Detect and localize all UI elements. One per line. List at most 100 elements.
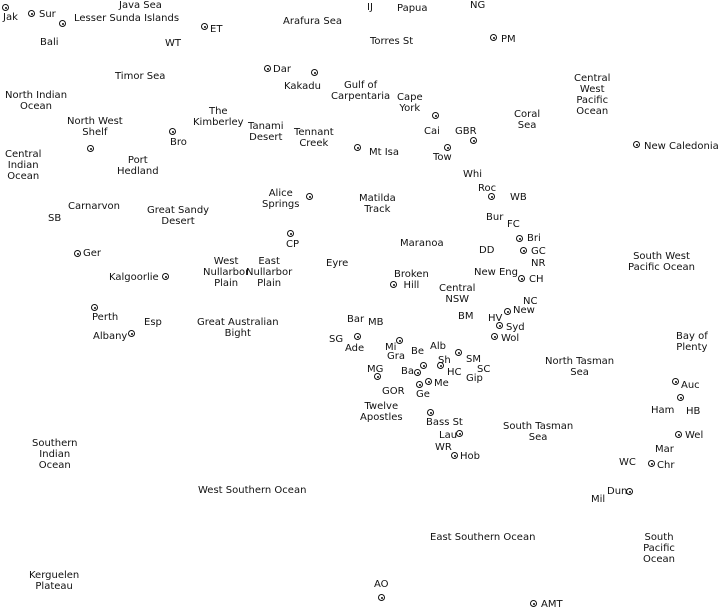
label-hb: HB: [686, 406, 701, 417]
label-kalgoorlie: Kalgoorlie: [109, 272, 159, 283]
marker-wol[interactable]: [491, 333, 498, 340]
label-sc: SC: [477, 364, 491, 375]
marker-syd[interactable]: [496, 322, 503, 329]
label-nr: NR: [531, 258, 546, 269]
marker-pm[interactable]: [490, 34, 497, 41]
label-east-southern-ocean: East Southern Ocean: [430, 532, 536, 543]
marker-mt-isa[interactable]: [354, 144, 361, 151]
marker-dar[interactable]: [264, 65, 271, 72]
marker-tow[interactable]: [444, 144, 451, 151]
label-dun: Dun: [607, 486, 628, 497]
marker-kakadu[interactable]: [311, 69, 318, 76]
label-new: New: [513, 305, 535, 316]
label-mar: Mar: [655, 444, 674, 455]
label-bri: Bri: [527, 233, 541, 244]
marker-sur[interactable]: [28, 10, 35, 17]
label-twelve-apostles: Twelve Apostles: [360, 401, 403, 423]
label-sb: SB: [48, 213, 62, 224]
marker-central-indian-ocean[interactable]: [87, 145, 94, 152]
marker-mi[interactable]: [396, 337, 403, 344]
marker-bro[interactable]: [169, 128, 176, 135]
label-west-nullarbor-plain: West Nullarbor Plain: [203, 256, 250, 289]
label-bali: Bali: [40, 37, 59, 48]
label-timor-sea: Timor Sea: [115, 71, 166, 82]
marker-amt[interactable]: [530, 600, 537, 607]
marker-lesser-sunda-islands[interactable]: [59, 20, 66, 27]
label-jak: Jak: [3, 12, 18, 23]
marker-et[interactable]: [201, 23, 208, 30]
label-ade: Ade: [345, 343, 365, 354]
marker-sh[interactable]: [437, 362, 444, 369]
marker-alice-springs[interactable]: [306, 193, 313, 200]
label-southern-indian-ocean: Southern Indian Ocean: [32, 438, 78, 471]
marker-ba[interactable]: [420, 362, 427, 369]
marker-ade[interactable]: [354, 333, 361, 340]
marker-new[interactable]: [504, 308, 511, 315]
label-broken-hill: Broken Hill: [394, 269, 429, 291]
label-coral-sea: Coral Sea: [514, 109, 541, 131]
marker-perth[interactable]: [91, 304, 98, 311]
marker-gc[interactable]: [520, 247, 527, 254]
marker-broken-hill[interactable]: [390, 281, 397, 288]
label-amt: AMT: [541, 599, 563, 610]
marker-dun[interactable]: [626, 488, 633, 495]
marker-jak[interactable]: [2, 4, 9, 11]
label-bar: Bar: [347, 314, 365, 325]
label-ng: NG: [470, 0, 486, 11]
label-gor: GOR: [382, 386, 405, 397]
label-mb: MB: [368, 317, 384, 328]
marker-ch[interactable]: [518, 275, 525, 282]
label-perth: Perth: [92, 312, 119, 323]
marker-new-caledonia[interactable]: [633, 141, 640, 148]
marker-wb[interactable]: [488, 193, 495, 200]
label-matilda-track: Matilda Track: [359, 193, 396, 215]
marker-cp[interactable]: [287, 230, 294, 237]
label-pm: PM: [501, 34, 516, 45]
marker-me[interactable]: [425, 378, 432, 385]
label-mil: Mil: [591, 494, 606, 505]
label-carnarvon: Carnarvon: [68, 201, 120, 212]
label-gip: Gip: [466, 373, 483, 384]
marker-ao[interactable]: [378, 594, 385, 601]
label-ch: CH: [529, 274, 544, 285]
marker-kalgoorlie[interactable]: [162, 273, 169, 280]
label-wc: WC: [619, 457, 636, 468]
label-gc: GC: [531, 246, 546, 257]
marker-ge[interactable]: [416, 381, 423, 388]
label-great-sandy-desert: Great Sandy Desert: [147, 205, 210, 227]
label-ij: IJ: [367, 2, 373, 13]
label-hob: Hob: [460, 451, 480, 462]
label-sm: SM: [466, 354, 481, 365]
label-ao: AO: [374, 579, 389, 590]
marker-wel[interactable]: [675, 431, 682, 438]
label-chr: Chr: [657, 460, 675, 471]
label-syd: Syd: [506, 322, 525, 333]
label-ham: Ham: [651, 405, 675, 416]
label-port-hedland: Port Hedland: [117, 155, 159, 177]
label-the-kimberley: The Kimberley: [193, 106, 244, 128]
label-wt: WT: [165, 38, 181, 49]
marker-gor[interactable]: [414, 369, 421, 376]
label-cai: Cai: [424, 126, 440, 137]
label-ger: Ger: [83, 248, 102, 259]
label-bur: Bur: [486, 212, 504, 223]
label-bass-st: Bass St: [426, 417, 463, 428]
marker-bass-st[interactable]: [427, 409, 434, 416]
marker-auc[interactable]: [672, 378, 679, 385]
marker-hob[interactable]: [451, 452, 458, 459]
marker-cai[interactable]: [432, 112, 439, 119]
marker-bri[interactable]: [516, 235, 523, 242]
marker-chr[interactable]: [648, 460, 655, 467]
marker-sm[interactable]: [455, 349, 462, 356]
marker-gbr[interactable]: [470, 137, 477, 144]
label-alice-springs: Alice Springs: [262, 188, 300, 210]
marker-ger[interactable]: [74, 250, 81, 257]
marker-hb[interactable]: [677, 394, 684, 401]
label-maranoa: Maranoa: [400, 238, 444, 249]
marker-mg[interactable]: [374, 373, 381, 380]
label-central-west-pacific-ocean: Central West Pacific Ocean: [574, 73, 611, 117]
marker-albany[interactable]: [128, 330, 135, 337]
marker-lau[interactable]: [456, 430, 463, 437]
label-alb: Alb: [430, 341, 446, 352]
